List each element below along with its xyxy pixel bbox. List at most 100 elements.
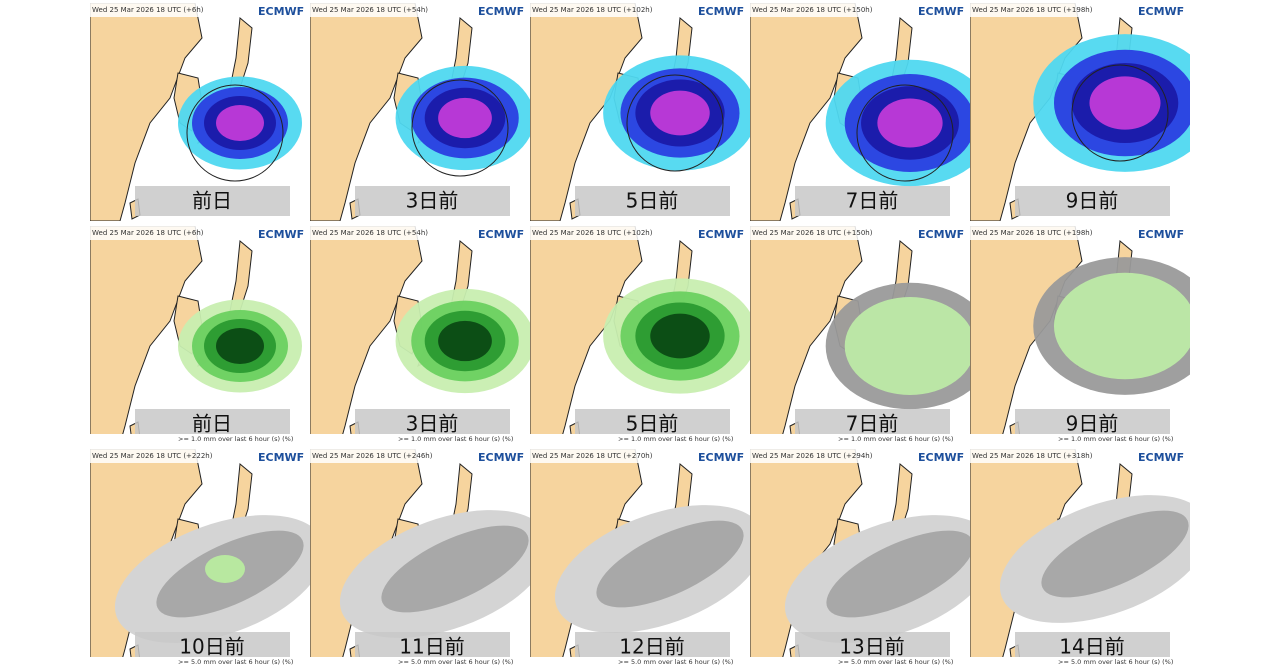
header-bg (90, 3, 310, 17)
panel-label: 前日 (192, 189, 232, 213)
map-panel: Wed 25 Mar 2026 18 UTC (+198h) ECMWF 9日前>=… (970, 226, 1190, 444)
map-body (970, 226, 1190, 444)
header-bg (750, 3, 970, 17)
map-panel: Wed 25 Mar 2026 18 UTC (+102h) ECMWF 5日前 (530, 3, 750, 221)
map-panel: Wed 25 Mar 2026 18 UTC (+150h) ECMWF 7日前 (750, 3, 970, 221)
ecmwf-logo: ECMWF (918, 228, 964, 241)
map-body (90, 3, 310, 221)
panel-header: Wed 25 Mar 2026 18 UTC (+270h) (532, 452, 653, 460)
footer-bg (90, 657, 310, 667)
precip (1041, 510, 1189, 598)
map-body (90, 226, 310, 444)
mainland (90, 3, 203, 221)
precip (877, 98, 943, 148)
map-panel: Wed 25 Mar 2026 18 UTC (+294h) ECMWF 13日前>… (750, 449, 970, 667)
header-bg (970, 449, 1190, 463)
ecmwf-logo: ECMWF (478, 228, 524, 241)
map-body (90, 449, 310, 667)
mainland (750, 3, 863, 221)
panel-label: 10日前 (179, 635, 244, 659)
map-body (750, 3, 970, 221)
panel-label: 3日前 (406, 189, 459, 213)
ecmwf-logo: ECMWF (698, 228, 744, 241)
panel-header: Wed 25 Mar 2026 18 UTC (+150h) (752, 229, 873, 237)
ecmwf-logo: ECMWF (698, 5, 744, 18)
mainland (310, 3, 423, 221)
panel-footer: >= 1.0 mm over last 6 hour (s) (%) (838, 435, 953, 443)
precip (438, 97, 492, 139)
mainland (530, 3, 643, 221)
footer-bg (530, 657, 750, 667)
panel-header: Wed 25 Mar 2026 18 UTC (+102h) (532, 6, 653, 14)
map-body (750, 449, 970, 667)
map-panel: Wed 25 Mar 2026 18 UTC (+246h) ECMWF 11日前>… (310, 449, 530, 667)
precip (1089, 76, 1161, 130)
panel-header: Wed 25 Mar 2026 18 UTC (+294h) (752, 452, 873, 460)
map-body (530, 3, 750, 221)
header-bg (310, 226, 530, 240)
map-panel: Wed 25 Mar 2026 18 UTC (+198h) ECMWF 9日前 (970, 3, 1190, 221)
footer-bg (970, 657, 1190, 667)
header-bg (90, 226, 310, 240)
mainland (970, 226, 1083, 444)
footer-bg (970, 434, 1190, 444)
isobar (856, 84, 954, 182)
panel-footer: >= 1.0 mm over last 6 hour (s) (%) (398, 435, 513, 443)
precip (1053, 272, 1190, 380)
label-box (575, 186, 730, 216)
map-body (310, 449, 530, 667)
ecmwf-logo: ECMWF (478, 451, 524, 464)
mainland (970, 3, 1083, 221)
panel-header: Wed 25 Mar 2026 18 UTC (+54h) (312, 229, 428, 237)
footer-bg (310, 434, 530, 444)
panel-header: Wed 25 Mar 2026 18 UTC (+6h) (92, 6, 204, 14)
map-panel: Wed 25 Mar 2026 18 UTC (+54h) ECMWF 3日前>= … (310, 226, 530, 444)
precip (826, 530, 970, 618)
header-bg (310, 3, 530, 17)
panel-label: 9日前 (1066, 189, 1119, 213)
label-box (135, 186, 290, 216)
footer-bg (750, 434, 970, 444)
header-bg (310, 449, 530, 463)
panel-header: Wed 25 Mar 2026 18 UTC (+198h) (972, 6, 1093, 14)
panel-footer: >= 5.0 mm over last 6 hour (s) (%) (178, 658, 293, 666)
header-bg (750, 226, 970, 240)
precip (650, 90, 710, 136)
panel-header: Wed 25 Mar 2026 18 UTC (+318h) (972, 452, 1093, 460)
precip (438, 320, 492, 362)
map-panel: Wed 25 Mar 2026 18 UTC (+6h) ECMWF 前日 (90, 3, 310, 221)
mainland (530, 226, 643, 444)
panel-header: Wed 25 Mar 2026 18 UTC (+54h) (312, 6, 428, 14)
map-panel: Wed 25 Mar 2026 18 UTC (+102h) ECMWF 5日前>=… (530, 226, 750, 444)
panel-label: 12日前 (619, 635, 684, 659)
header-bg (530, 449, 750, 463)
panel-header: Wed 25 Mar 2026 18 UTC (+6h) (92, 229, 204, 237)
header-bg (750, 449, 970, 463)
header-bg (970, 3, 1190, 17)
panel-header: Wed 25 Mar 2026 18 UTC (+198h) (972, 229, 1093, 237)
mainland (310, 226, 423, 444)
ecmwf-logo: ECMWF (1138, 5, 1184, 18)
ecmwf-logo: ECMWF (698, 451, 744, 464)
precip (216, 105, 264, 141)
ecmwf-logo: ECMWF (258, 5, 304, 18)
ecmwf-logo: ECMWF (918, 451, 964, 464)
ecmwf-logo: ECMWF (478, 5, 524, 18)
panel-footer: >= 1.0 mm over last 6 hour (s) (%) (1058, 435, 1173, 443)
panel-label: 7日前 (846, 189, 899, 213)
map-body (970, 3, 1190, 221)
map-panel: Wed 25 Mar 2026 18 UTC (+54h) ECMWF 3日前 (310, 3, 530, 221)
ecmwf-logo: ECMWF (258, 228, 304, 241)
panel-label: 13日前 (839, 635, 904, 659)
mainland (750, 226, 863, 444)
ecmwf-logo: ECMWF (1138, 228, 1184, 241)
panel-footer: >= 5.0 mm over last 6 hour (s) (%) (1058, 658, 1173, 666)
precip (381, 525, 529, 613)
isobar (411, 79, 509, 177)
map-panel: Wed 25 Mar 2026 18 UTC (+6h) ECMWF 前日>= 1.… (90, 226, 310, 444)
map-body (970, 449, 1190, 667)
precip (844, 297, 970, 395)
panel-header: Wed 25 Mar 2026 18 UTC (+246h) (312, 452, 433, 460)
footer-bg (310, 657, 530, 667)
